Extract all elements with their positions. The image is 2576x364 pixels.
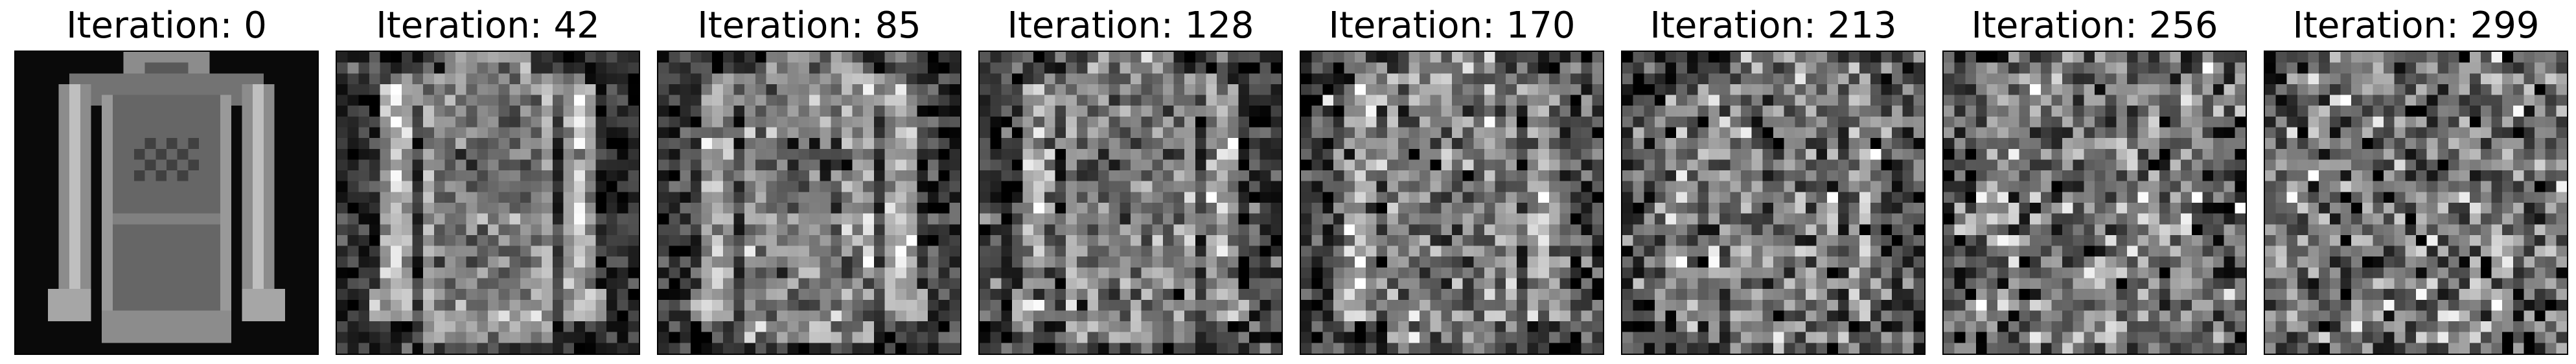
noised-image: [1301, 52, 1603, 354]
panel-title: Iteration: 299: [2292, 5, 2540, 47]
noised-image: [337, 52, 639, 354]
noised-image: [980, 52, 1282, 354]
panel-title: Iteration: 85: [697, 5, 921, 47]
panel-iteration-170: Iteration: 170: [1300, 0, 1604, 364]
noised-image: [2265, 52, 2567, 354]
noised-image-frame: [1621, 51, 1926, 355]
panel-title: Iteration: 170: [1328, 5, 1576, 47]
panel-iteration-299: Iteration: 299: [2264, 0, 2568, 364]
noised-image-frame: [2264, 51, 2568, 355]
panel-title: Iteration: 128: [1007, 5, 1254, 47]
panel-title: Iteration: 213: [1650, 5, 1897, 47]
noised-image-frame: [657, 51, 961, 355]
panel-iteration-128: Iteration: 128: [978, 0, 1283, 364]
noised-image: [658, 52, 960, 354]
panel-title: Iteration: 256: [1971, 5, 2218, 47]
panel-iteration-42: Iteration: 42: [336, 0, 640, 364]
noised-image-frame: [1300, 51, 1604, 355]
panel-title: Iteration: 42: [376, 5, 600, 47]
noised-image: [1622, 52, 1924, 354]
panel-title: Iteration: 0: [66, 5, 267, 47]
noised-image-frame: [978, 51, 1283, 355]
noised-image-frame: [1942, 51, 2247, 355]
panel-iteration-213: Iteration: 213: [1621, 0, 1926, 364]
noised-image-frame: [14, 51, 319, 355]
noised-image: [16, 52, 317, 354]
noised-image: [1944, 52, 2246, 354]
panel-iteration-0: Iteration: 0: [14, 0, 319, 364]
noised-image-frame: [336, 51, 640, 355]
panel-iteration-256: Iteration: 256: [1942, 0, 2247, 364]
panel-iteration-85: Iteration: 85: [657, 0, 961, 364]
